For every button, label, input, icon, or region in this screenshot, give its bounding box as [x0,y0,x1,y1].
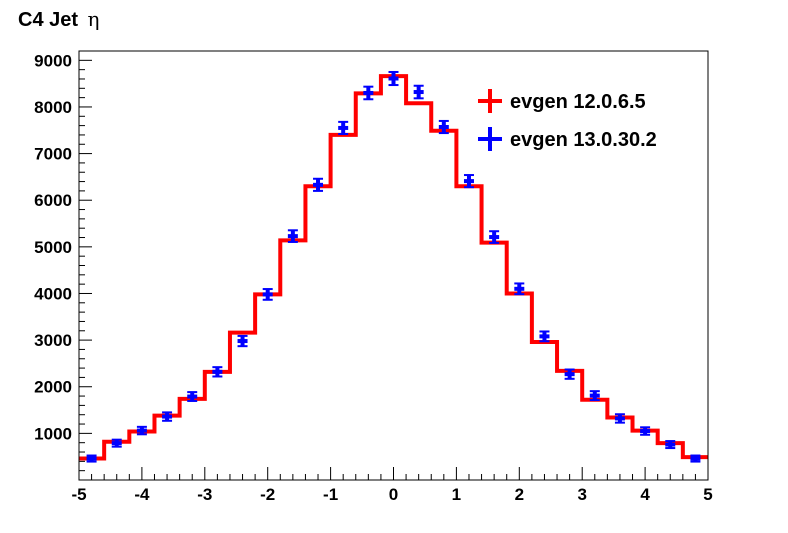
y-tick-label: 7000 [34,145,72,164]
series-evgen-13-point [313,177,324,192]
series-evgen-13-point [589,390,600,402]
series-evgen-13-point [86,454,97,463]
series-evgen-13-point [237,334,248,348]
legend-label: evgen 12.0.6.5 [510,91,646,113]
plot-area [79,70,708,463]
series-evgen-13-point [212,366,223,378]
x-tick-label: -4 [134,485,150,504]
x-tick-label: -5 [71,485,86,504]
axes: -5 -4 -3 -2 -1 0 1 2 3 4 5 1000 2000 3000 4000 5000 6000… [34,50,713,504]
y-tick-label: 5000 [34,238,72,257]
series-evgen-13-point [463,174,474,189]
x-tick-label: 4 [640,485,650,504]
x-tick-label: -2 [260,485,275,504]
chart-title-eta-symbol: η [87,7,99,31]
series-evgen-13-point [438,119,449,135]
x-tick-label: 2 [515,485,524,504]
series-evgen-13-point [187,391,198,402]
y-tick-label: 8000 [34,98,72,117]
series-evgen-13-point [564,368,575,380]
chart-title-text: C4 Jet [18,9,78,31]
series-evgen-13-point [338,120,349,136]
series-evgen-13-point [640,426,651,436]
series-evgen-13-point [162,411,173,422]
y-tick-label: 3000 [34,331,72,350]
legend-entry: evgen 12.0.6.5 [478,89,646,113]
chart-title: C4 Jet η [18,7,99,31]
x-tick-label: 3 [577,485,586,504]
series-evgen-13-point [388,70,399,87]
x-tick-label: -3 [197,485,212,504]
y-tick-label: 1000 [34,424,72,443]
series-evgen-13-point [665,440,676,450]
x-tick-label: 5 [703,485,712,504]
x-tick-label: 1 [452,485,461,504]
y-tick-label: 4000 [34,284,72,303]
x-tick-label: -1 [323,485,338,504]
series-evgen-13-point [413,84,424,100]
series-evgen-13-point [690,454,701,463]
series-evgen-13-point [111,438,122,448]
series-evgen-13-point [489,230,500,244]
legend-label: evgen 13.0.30.2 [510,129,657,151]
series-evgen-13-point [363,85,374,101]
y-tick-label: 6000 [34,191,72,210]
legend-entry: evgen 13.0.30.2 [478,127,657,151]
legend: evgen 12.0.6.5 evgen 13.0.30.2 [478,89,657,151]
series-evgen-13-point [514,282,525,296]
x-tick-label: 0 [389,485,398,504]
series-evgen-13-point [136,425,147,436]
series-evgen-13-point [539,330,550,343]
y-tick-label: 9000 [34,51,72,70]
series-evgen-13-point [287,229,298,243]
series-evgen-13-point [614,413,625,424]
y-tick-label: 2000 [34,378,72,397]
series-evgen-13-point [262,288,273,301]
